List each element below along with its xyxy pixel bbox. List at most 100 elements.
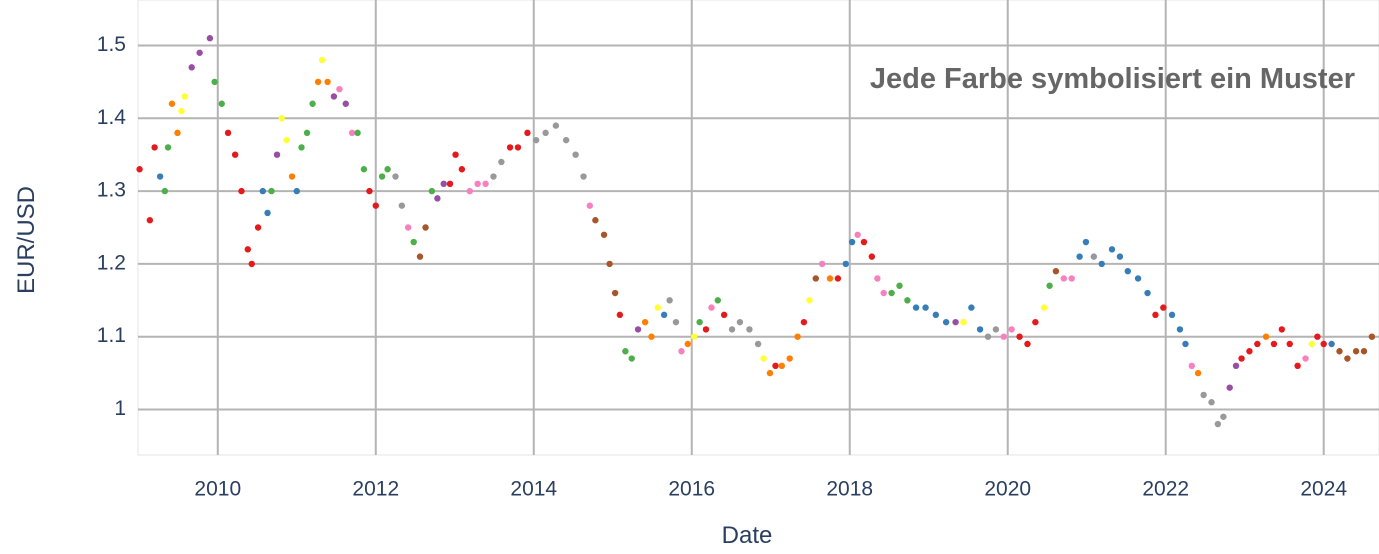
point	[188, 64, 195, 71]
point	[1182, 340, 1189, 348]
point	[968, 304, 975, 311]
point	[348, 129, 356, 137]
point	[392, 173, 399, 180]
point	[524, 129, 531, 137]
point	[960, 318, 967, 326]
y-tick-label: 1.3	[97, 179, 126, 202]
point	[498, 158, 505, 166]
point	[984, 333, 992, 340]
point	[1246, 348, 1253, 355]
point	[818, 260, 826, 268]
annotation: Jede Farbe symbolisiert ein Muster	[870, 63, 1355, 95]
point	[224, 129, 232, 137]
point	[600, 231, 608, 238]
point	[324, 78, 331, 86]
point	[146, 217, 154, 224]
point	[848, 238, 856, 246]
point	[404, 224, 412, 231]
point	[422, 224, 429, 231]
point	[259, 187, 267, 195]
point	[728, 326, 736, 333]
point	[794, 333, 801, 340]
point	[641, 318, 649, 326]
point	[446, 180, 454, 188]
point	[264, 209, 271, 217]
point	[1076, 253, 1083, 260]
point	[772, 362, 779, 370]
point	[1344, 355, 1351, 362]
point	[303, 129, 311, 137]
point	[248, 260, 255, 268]
point	[314, 78, 322, 86]
point	[754, 340, 762, 348]
point	[1294, 362, 1301, 370]
point	[440, 180, 447, 188]
point	[992, 326, 1000, 333]
point	[720, 311, 728, 319]
point	[1160, 304, 1167, 311]
point	[378, 173, 386, 180]
point	[611, 289, 619, 297]
point	[1016, 333, 1023, 340]
point	[654, 304, 661, 311]
point	[238, 187, 245, 195]
point	[1368, 333, 1376, 340]
point	[1116, 253, 1124, 260]
point	[684, 340, 692, 348]
point	[384, 166, 391, 173]
point	[1024, 340, 1031, 348]
point	[678, 348, 685, 355]
point	[634, 326, 642, 333]
point	[1254, 340, 1261, 348]
point	[293, 187, 300, 195]
point	[606, 260, 613, 268]
point	[786, 355, 793, 362]
point	[309, 100, 316, 107]
point	[514, 144, 522, 151]
point	[1068, 275, 1075, 282]
point	[826, 275, 834, 282]
point	[714, 297, 722, 304]
point	[708, 304, 715, 311]
point	[1060, 275, 1068, 282]
point	[428, 187, 436, 195]
point	[1262, 333, 1270, 340]
point	[800, 318, 808, 326]
x-tick-label: 2014	[510, 478, 557, 501]
point	[532, 136, 540, 144]
point	[283, 136, 290, 144]
point	[904, 297, 911, 304]
point	[1168, 311, 1176, 319]
point	[666, 297, 673, 304]
x-tick-label: 2022	[1142, 478, 1189, 501]
point	[1314, 333, 1321, 340]
point	[156, 173, 164, 180]
point	[288, 173, 296, 180]
point	[434, 195, 441, 202]
point	[1320, 340, 1327, 348]
point	[490, 173, 497, 180]
point	[174, 129, 181, 137]
point	[1082, 238, 1090, 246]
point	[672, 318, 680, 326]
point	[506, 144, 514, 151]
y-tick-label: 1.5	[97, 33, 126, 56]
x-tick-label: 2016	[668, 478, 715, 501]
point	[806, 297, 813, 304]
point	[912, 304, 920, 311]
point	[932, 311, 940, 319]
point	[1278, 326, 1286, 333]
point	[254, 224, 262, 231]
point	[766, 369, 774, 377]
point	[1124, 267, 1131, 275]
point	[1144, 289, 1151, 297]
point	[648, 333, 655, 340]
point	[690, 333, 698, 340]
grid	[138, 0, 1379, 455]
point	[552, 122, 560, 129]
point	[482, 180, 489, 188]
point	[1188, 362, 1195, 370]
point	[952, 318, 959, 326]
y-tick-label: 1.4	[97, 106, 127, 129]
